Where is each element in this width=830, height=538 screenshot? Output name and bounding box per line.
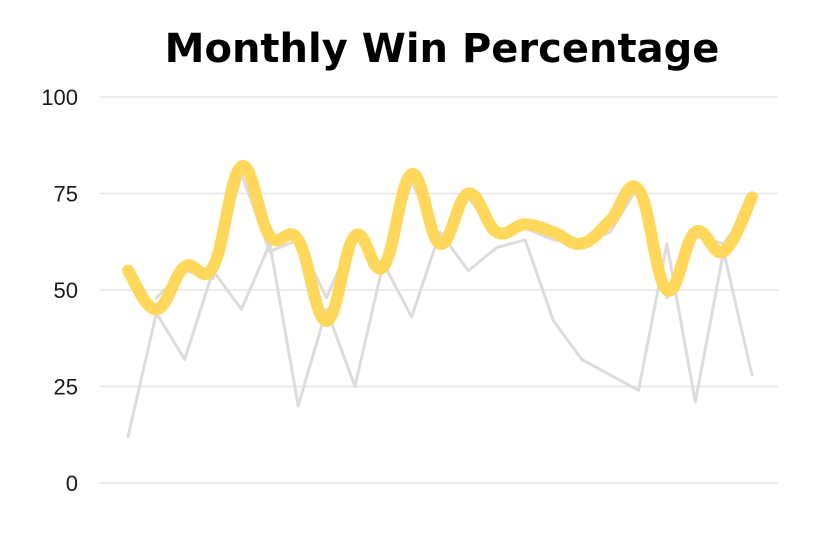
chart-title: Monthly Win Percentage xyxy=(164,26,720,72)
y-tick-label-25: 25 xyxy=(54,375,78,400)
y-tick-label-100: 100 xyxy=(41,85,78,110)
y-tick-label-75: 75 xyxy=(54,182,78,207)
y-tick-label-50: 50 xyxy=(54,278,78,303)
series-lines xyxy=(122,160,758,439)
y-axis-ticks: 0 25 50 75 100 xyxy=(41,85,78,496)
series-line-highlight xyxy=(122,160,758,327)
y-tick-label-0: 0 xyxy=(66,471,78,496)
